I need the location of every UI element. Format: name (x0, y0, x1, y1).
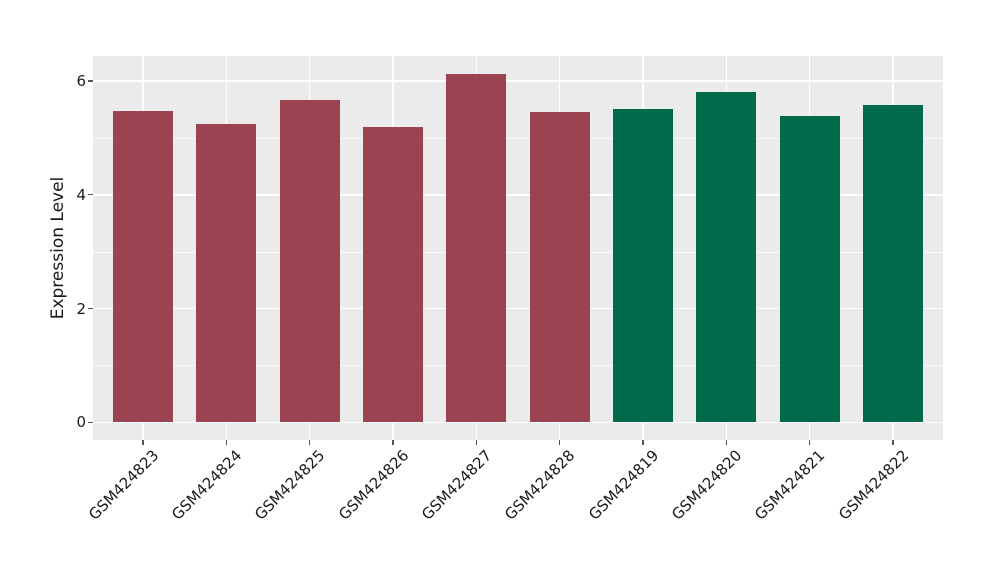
x-tick-mark (392, 440, 394, 445)
y-tick-mark (88, 194, 93, 196)
bar (446, 73, 507, 423)
bar (113, 111, 173, 423)
x-tick-label: GSM424824 (168, 446, 246, 524)
x-tick-label: GSM424828 (501, 446, 579, 524)
plot-panel (93, 56, 943, 440)
x-tick-mark (642, 440, 644, 445)
y-tick-label: 0 (76, 413, 86, 432)
x-tick-label: GSM424825 (251, 446, 329, 524)
x-tick-label: GSM424821 (751, 446, 829, 524)
x-tick-mark (892, 440, 894, 445)
bar (779, 115, 840, 423)
x-tick-mark (475, 440, 477, 445)
gridline-minor-horizontal (93, 251, 943, 253)
y-tick-mark (88, 80, 93, 82)
y-tick-mark (88, 421, 93, 423)
x-tick-label: GSM424819 (584, 446, 663, 524)
x-tick-mark (559, 440, 561, 445)
x-tick-mark (809, 440, 811, 445)
x-tick-label: GSM424826 (334, 446, 413, 524)
bar (363, 126, 423, 423)
x-tick-mark (225, 440, 227, 445)
y-tick-label: 4 (76, 185, 86, 204)
x-tick-label: GSM424822 (834, 446, 913, 524)
x-tick-label: GSM424823 (84, 446, 163, 524)
x-tick-mark (725, 440, 727, 445)
bar (613, 109, 673, 423)
y-tick-label: 2 (76, 299, 86, 318)
gridline-major-horizontal (93, 421, 943, 424)
gridline-major-horizontal (93, 307, 943, 310)
x-tick-label: GSM424820 (668, 446, 746, 524)
bar (696, 92, 757, 423)
bar (529, 112, 590, 423)
x-tick-mark (142, 440, 144, 445)
gridline-major-horizontal (93, 194, 943, 196)
gridline-major-horizontal (93, 80, 943, 82)
bar (279, 99, 340, 423)
y-tick-mark (88, 307, 93, 310)
x-tick-mark (309, 440, 311, 445)
gridline-minor-horizontal (93, 137, 943, 139)
y-tick-label: 6 (76, 72, 86, 91)
bar (196, 124, 257, 423)
gridline-minor-horizontal (93, 365, 943, 367)
x-tick-label: GSM424827 (418, 446, 496, 524)
bar (863, 104, 923, 423)
